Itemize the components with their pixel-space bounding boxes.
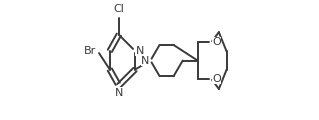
- Text: O: O: [212, 37, 221, 48]
- Text: O: O: [212, 74, 221, 84]
- Text: Cl: Cl: [114, 4, 124, 14]
- Text: N: N: [115, 88, 123, 98]
- Text: N: N: [136, 46, 145, 56]
- Text: Br: Br: [84, 46, 97, 56]
- Text: N: N: [141, 56, 149, 66]
